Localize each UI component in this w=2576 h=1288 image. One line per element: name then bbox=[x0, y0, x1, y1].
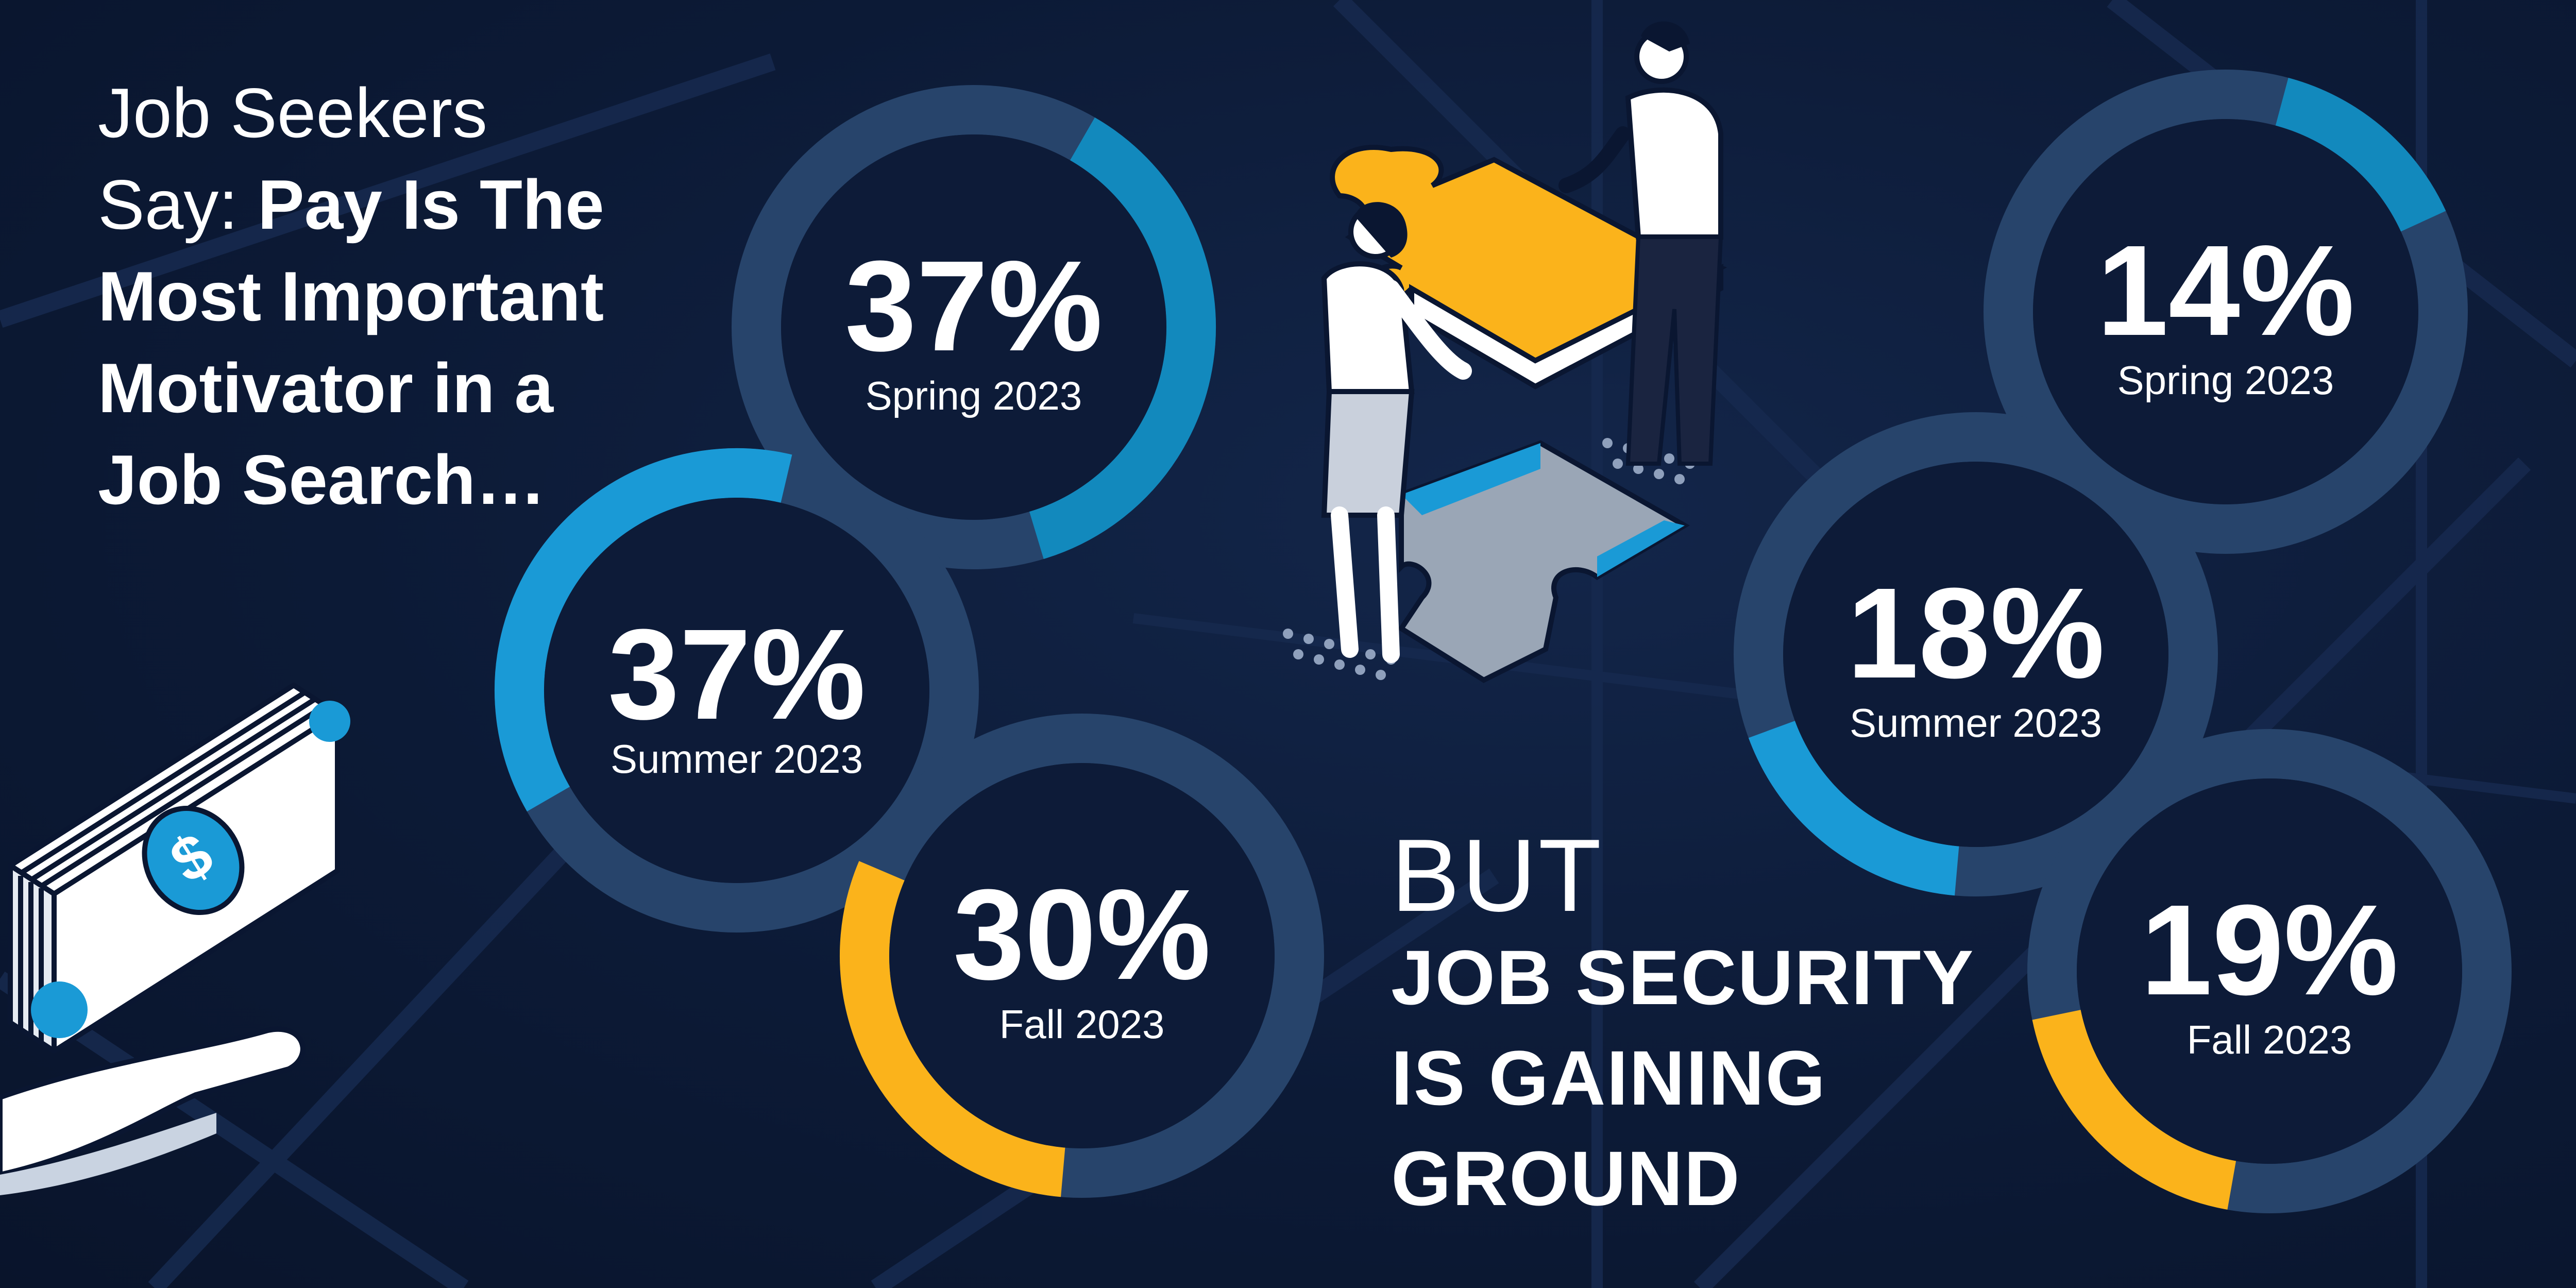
headline-line-4: Motivator in a bbox=[98, 349, 554, 427]
ring-value-arc bbox=[840, 714, 1324, 1198]
donut-security-spring bbox=[1984, 70, 2468, 554]
headline-line-1: Job Seekers bbox=[98, 74, 487, 152]
donut-value-label: 18% bbox=[1847, 561, 2105, 705]
donut-value-label: 37% bbox=[845, 234, 1103, 378]
ring-track bbox=[2027, 729, 2512, 1213]
contrast-statement: BUT JOB SECURITY IS GAINING GROUND bbox=[1391, 824, 1975, 1229]
donut-value-label: 37% bbox=[608, 602, 866, 746]
ring-value-arc bbox=[732, 85, 1216, 569]
ring-track bbox=[1984, 70, 2468, 554]
donut-security-fall bbox=[2027, 729, 2512, 1213]
headline-line-3: Most Important bbox=[98, 257, 604, 335]
ring-value-arc bbox=[495, 448, 979, 933]
contrast-line-2: IS GAINING bbox=[1391, 1035, 1827, 1121]
donut-value-label: 14% bbox=[2097, 218, 2354, 362]
puzzle-people-illustration bbox=[1283, 21, 1727, 683]
donut-period-label: Fall 2023 bbox=[2187, 1017, 2352, 1062]
donut-pay-spring bbox=[732, 85, 1216, 569]
money-in-hand-icon: $ bbox=[0, 683, 350, 1195]
donut-inner-discs bbox=[544, 119, 2462, 1164]
headline-line-2: Say: Pay Is The bbox=[98, 159, 690, 250]
headline: Job Seekers Say: Pay Is The Most Importa… bbox=[98, 67, 690, 526]
donut-period-label: Fall 2023 bbox=[999, 1002, 1165, 1047]
donut-period-label: Spring 2023 bbox=[2117, 358, 2334, 403]
donut-value-label: 30% bbox=[953, 862, 1211, 1006]
ring-value-arc bbox=[1734, 412, 2218, 896]
donut-period-label: Summer 2023 bbox=[1850, 700, 2102, 745]
ring-track bbox=[1734, 412, 2218, 896]
ring-value-arc bbox=[1984, 70, 2468, 554]
donut-pay-fall bbox=[840, 714, 1324, 1198]
contrast-line-1: JOB SECURITY bbox=[1391, 934, 1975, 1021]
headline-line-2-light: Say: bbox=[98, 165, 258, 244]
donut-value-label: 19% bbox=[2141, 878, 2398, 1022]
donut-period-label: Summer 2023 bbox=[611, 736, 863, 782]
headline-line-2-bold: Pay Is The bbox=[257, 165, 604, 244]
contrast-line-3: GROUND bbox=[1391, 1135, 1741, 1222]
donut-pay-summer bbox=[495, 448, 979, 933]
donut-security-summer bbox=[1734, 412, 2218, 896]
headline-line-5: Job Search… bbox=[98, 440, 546, 519]
donut-period-label: Spring 2023 bbox=[866, 373, 1082, 418]
contrast-word: BUT bbox=[1391, 818, 1603, 933]
